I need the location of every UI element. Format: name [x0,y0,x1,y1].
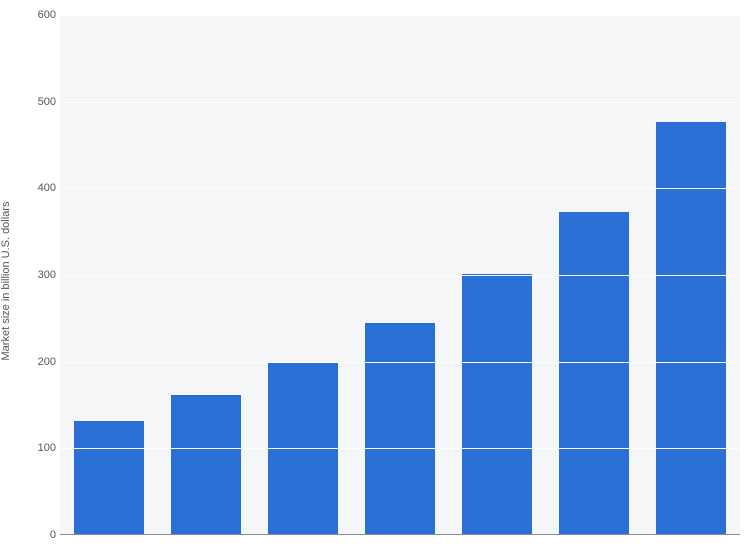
grid-line [60,362,740,363]
grid-line [60,102,740,103]
y-tick-label: 300 [38,269,56,281]
y-tick-label: 0 [50,529,56,541]
bar [559,212,629,534]
bar [365,323,435,534]
y-tick-label: 400 [38,182,56,194]
bar [462,274,532,534]
bar [74,421,144,534]
plot-area [60,15,740,535]
x-axis-line [60,534,740,535]
grid-line [60,188,740,189]
grid-line [60,275,740,276]
grid-line [60,448,740,449]
grid-line [60,15,740,16]
y-tick-label: 600 [38,9,56,21]
bar-chart: Market size in billion U.S. dollars 0 100… [0,0,754,560]
bar [171,395,241,534]
y-tick-label: 100 [38,442,56,454]
y-tick-label: 500 [38,96,56,108]
bar [656,122,726,534]
y-tick-label: 200 [38,356,56,368]
y-axis-label: Market size in billion U.S. dollars [0,202,12,361]
